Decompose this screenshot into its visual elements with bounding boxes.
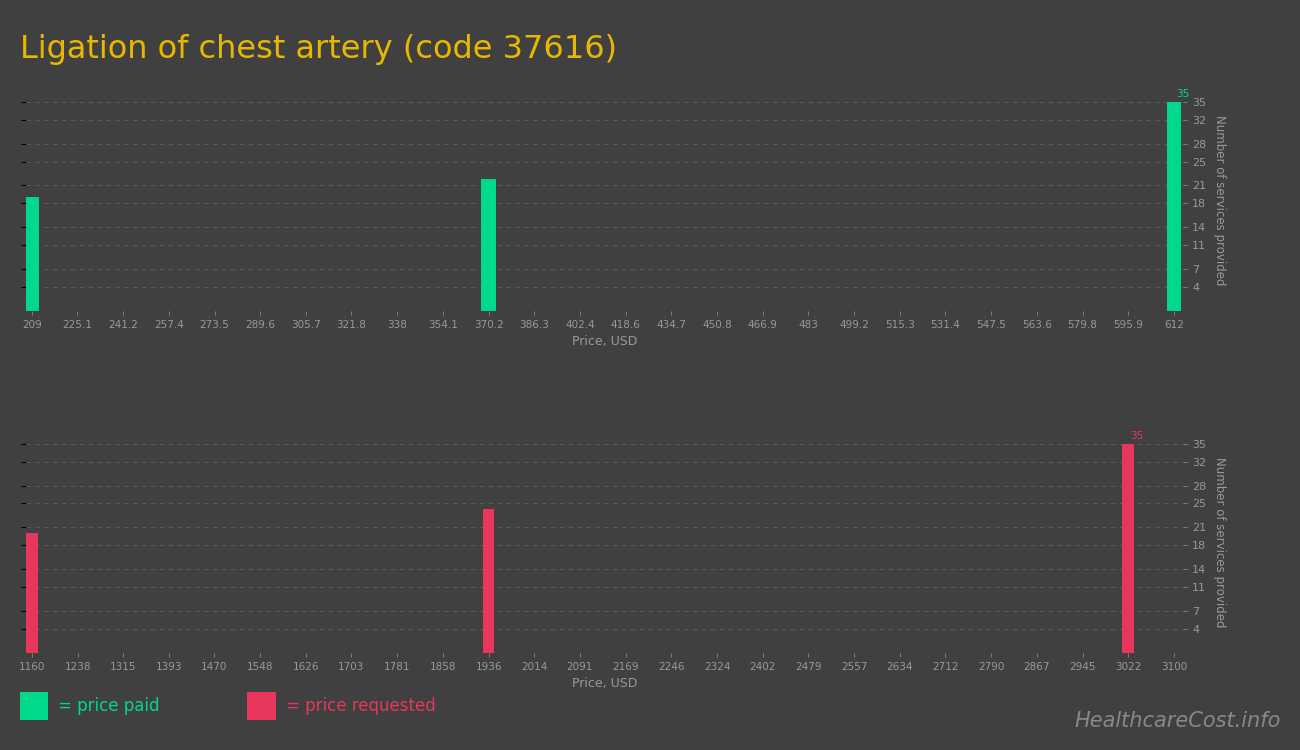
X-axis label: Price, USD: Price, USD (572, 677, 637, 690)
X-axis label: Price, USD: Price, USD (572, 335, 637, 348)
Bar (26, 533, 38, 652)
Bar (482, 509, 494, 652)
Bar (1167, 102, 1180, 310)
Y-axis label: Number of services provided: Number of services provided (1213, 115, 1226, 286)
Text: 35: 35 (1176, 89, 1190, 99)
Bar (481, 179, 495, 310)
Text: = price paid: = price paid (58, 697, 160, 715)
Text: 35: 35 (1130, 430, 1144, 441)
Y-axis label: Number of services provided: Number of services provided (1213, 457, 1226, 628)
Bar (25, 197, 39, 310)
Text: = price requested: = price requested (286, 697, 436, 715)
Text: Ligation of chest artery (code 37616): Ligation of chest artery (code 37616) (20, 34, 616, 64)
Text: HealthcareCost.info: HealthcareCost.info (1074, 711, 1280, 731)
Bar (1122, 444, 1134, 652)
